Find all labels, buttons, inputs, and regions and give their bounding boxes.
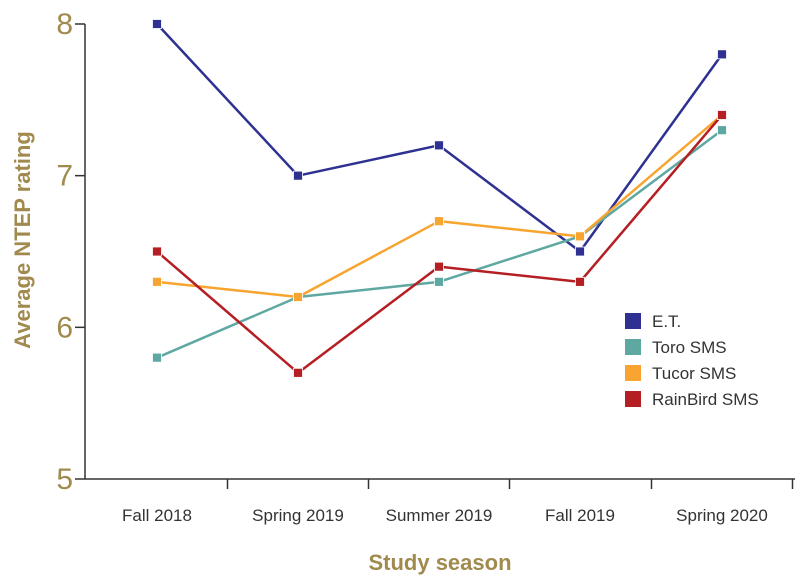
x-axis-title: Study season [368, 550, 511, 575]
legend-label-tucor-sms: Tucor SMS [652, 364, 736, 383]
y-ticks: 5 6 7 8 [56, 8, 85, 496]
x-tick-label: Spring 2020 [676, 506, 768, 525]
y-tick-label: 5 [56, 463, 73, 496]
legend-label-toro-sms: Toro SMS [652, 338, 727, 357]
x-tick-label: Fall 2018 [122, 506, 192, 525]
x-ticks: Fall 2018 Spring 2019 Summer 2019 Fall 2019… [122, 479, 794, 525]
point-toro-sms [152, 352, 162, 363]
point-rainbird-sms [434, 261, 444, 272]
legend: E.T. Toro SMS Tucor SMS RainBird SMS [625, 312, 759, 409]
point-e-t [575, 246, 585, 257]
x-tick-label: Fall 2019 [545, 506, 615, 525]
legend-swatch-tucor-sms [625, 365, 641, 381]
point-rainbird-sms [152, 246, 162, 257]
point-rainbird-sms [575, 276, 585, 287]
y-axis-title: Average NTEP rating [10, 131, 35, 349]
legend-label-rainbird-sms: RainBird SMS [652, 390, 759, 409]
legend-label-e-t: E.T. [652, 312, 681, 331]
point-e-t [717, 49, 727, 60]
point-e-t [434, 140, 444, 151]
legend-swatch-e-t [625, 313, 641, 329]
x-tick-label: Summer 2019 [386, 506, 493, 525]
point-toro-sms [434, 276, 444, 287]
y-tick-label: 8 [56, 8, 73, 41]
point-rainbird-sms [293, 367, 303, 378]
point-e-t [152, 19, 162, 29]
series-layer [152, 19, 727, 378]
axes [84, 24, 795, 480]
point-tucor-sms [434, 216, 444, 227]
point-rainbird-sms [717, 110, 727, 120]
y-tick-label: 6 [56, 311, 73, 344]
point-e-t [293, 170, 303, 181]
point-tucor-sms [293, 292, 303, 302]
series-line-rainbird-sms [156, 114, 723, 375]
y-tick-label: 7 [56, 160, 73, 193]
point-tucor-sms [152, 276, 162, 287]
point-tucor-sms [575, 231, 585, 242]
legend-swatch-toro-sms [625, 339, 641, 355]
x-tick-label: Spring 2019 [252, 506, 344, 525]
point-toro-sms [717, 125, 727, 136]
legend-swatch-rainbird-sms [625, 391, 641, 407]
